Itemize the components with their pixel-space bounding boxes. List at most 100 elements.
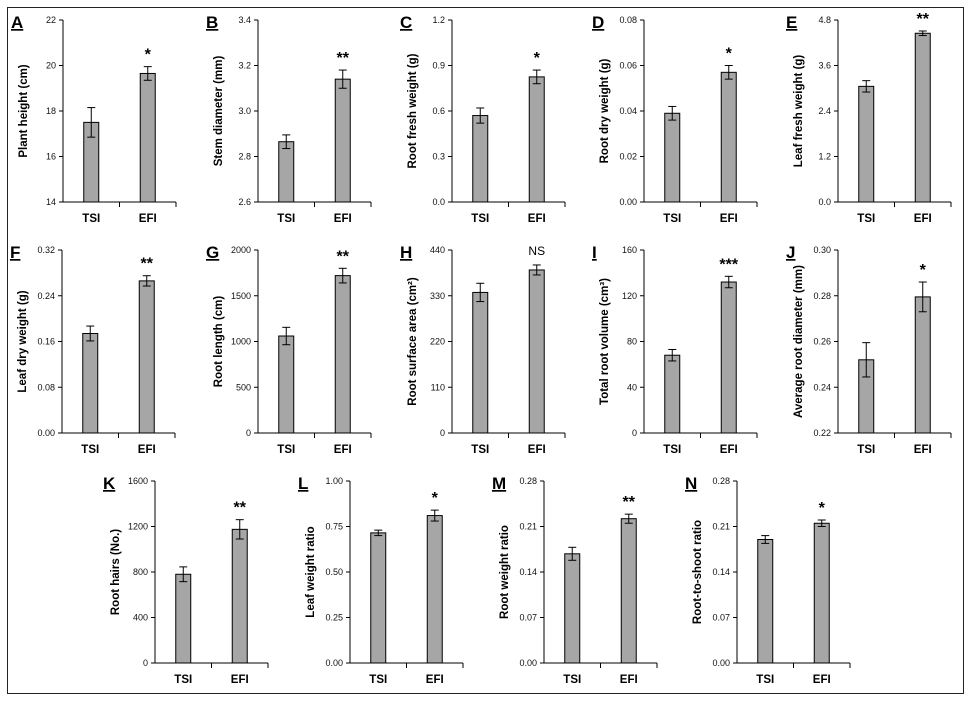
bar-tsi bbox=[175, 573, 192, 664]
y-tick-label: 0.3 bbox=[432, 152, 445, 162]
bar-tsi bbox=[757, 539, 774, 664]
y-axis-label: Root length (cm) bbox=[213, 296, 225, 388]
y-axis-label: Total root volume (cm³) bbox=[599, 278, 611, 405]
y-tick-label: 0.07 bbox=[712, 613, 730, 623]
x-category-label: EFI bbox=[426, 674, 444, 686]
y-tick-label: 1200 bbox=[128, 522, 148, 532]
panel-b: B Stem diameter (mm) 2.6 2.8 3.0 3.2 3.4 TSI EFI… bbox=[206, 13, 372, 225]
bar-tsi bbox=[278, 335, 295, 434]
y-tick-label: 160 bbox=[622, 245, 637, 255]
y-tick-label: 0.08 bbox=[619, 15, 637, 25]
y-tick-label: 1.2 bbox=[432, 15, 445, 25]
panel-letter: E bbox=[786, 13, 797, 32]
y-tick-label: 0.08 bbox=[37, 382, 55, 392]
y-tick-label: 0.06 bbox=[619, 61, 637, 71]
panel-letter: L bbox=[298, 474, 308, 493]
panel-letter: G bbox=[206, 243, 219, 262]
y-tick-label: 0.14 bbox=[712, 567, 730, 577]
panel-d: D Root dry weight (g) 0.00 0.02 0.04 0.06 0.08… bbox=[592, 13, 758, 225]
panel-l: L Leaf weight ratio 0.00 0.25 0.50 0.75 1.00 TS… bbox=[298, 474, 464, 686]
y-tick-label: 0.00 bbox=[712, 658, 730, 668]
y-tick-label: 18 bbox=[46, 106, 56, 116]
x-category-label: TSI bbox=[471, 444, 489, 456]
x-category-label: TSI bbox=[81, 444, 99, 456]
y-tick-label: 500 bbox=[236, 382, 251, 392]
y-tick-label: 0.50 bbox=[325, 567, 343, 577]
significance-marker: ** bbox=[917, 11, 930, 28]
panel-letter: C bbox=[400, 13, 412, 32]
x-category-label: TSI bbox=[82, 213, 100, 225]
y-tick-label: 1.2 bbox=[818, 152, 831, 162]
bar-efi bbox=[720, 281, 737, 434]
x-category-label: TSI bbox=[471, 213, 489, 225]
panel-i: I Total root volume (cm³) 0 40 80 120 160 TSI EF… bbox=[592, 243, 758, 456]
x-category-label: EFI bbox=[138, 444, 156, 456]
y-tick-label: 120 bbox=[622, 291, 637, 301]
y-tick-label: 2.8 bbox=[238, 152, 251, 162]
y-axis-label: Root surface area (cm²) bbox=[407, 277, 419, 406]
y-tick-label: 1500 bbox=[231, 291, 251, 301]
y-tick-label: 16 bbox=[46, 152, 56, 162]
y-tick-label: 0.28 bbox=[712, 476, 730, 486]
y-tick-label: 0.00 bbox=[325, 658, 343, 668]
y-axis-label: Leaf dry weight (g) bbox=[17, 290, 29, 392]
y-tick-label: 0 bbox=[143, 658, 148, 668]
y-tick-label: 800 bbox=[133, 567, 148, 577]
x-category-label: TSI bbox=[663, 444, 681, 456]
y-tick-label: 440 bbox=[430, 245, 445, 255]
y-tick-label: 3.2 bbox=[238, 61, 251, 71]
y-tick-label: 1.00 bbox=[325, 476, 343, 486]
panel-m: M Root weight ratio 0.00 0.07 0.14 0.21 0.28 TS… bbox=[492, 474, 658, 686]
y-axis-label: Root hairs (No.) bbox=[110, 529, 122, 615]
y-tick-label: 0 bbox=[440, 428, 445, 438]
panel-letter: N bbox=[685, 474, 697, 493]
y-axis-label: Leaf fresh weight (g) bbox=[793, 55, 805, 168]
x-category-label: TSI bbox=[663, 213, 681, 225]
x-category-label: EFI bbox=[620, 674, 638, 686]
y-tick-label: 22 bbox=[46, 15, 56, 25]
bar-tsi bbox=[472, 115, 489, 203]
x-category-label: TSI bbox=[857, 444, 875, 456]
x-category-label: TSI bbox=[563, 674, 581, 686]
y-tick-label: 0 bbox=[246, 428, 251, 438]
bar-efi bbox=[139, 72, 156, 203]
x-category-label: EFI bbox=[720, 213, 738, 225]
y-tick-label: 0.75 bbox=[325, 522, 343, 532]
y-tick-label: 0.9 bbox=[432, 61, 445, 71]
y-tick-label: 0.07 bbox=[519, 613, 537, 623]
panel-letter: F bbox=[10, 243, 20, 262]
y-tick-label: 0.24 bbox=[813, 382, 831, 392]
panel-letter: D bbox=[592, 13, 604, 32]
x-category-label: EFI bbox=[528, 213, 546, 225]
bar-efi bbox=[426, 515, 443, 664]
x-category-label: EFI bbox=[231, 674, 249, 686]
significance-marker: * bbox=[920, 262, 927, 279]
y-tick-label: 0.00 bbox=[619, 197, 637, 207]
y-tick-label: 3.0 bbox=[238, 106, 251, 116]
y-tick-label: 0.02 bbox=[619, 152, 637, 162]
bar-efi bbox=[231, 528, 248, 664]
x-category-label: EFI bbox=[528, 444, 546, 456]
y-tick-label: 400 bbox=[133, 613, 148, 623]
x-category-label: EFI bbox=[914, 213, 932, 225]
x-category-label: TSI bbox=[369, 674, 387, 686]
significance-marker: ** bbox=[623, 494, 636, 511]
y-tick-label: 0.30 bbox=[813, 245, 831, 255]
y-tick-label: 0.28 bbox=[519, 476, 537, 486]
y-tick-label: 0.6 bbox=[432, 106, 445, 116]
y-axis-label: Leaf weight ratio bbox=[305, 526, 317, 617]
bar-tsi bbox=[664, 354, 681, 434]
bar-efi bbox=[334, 78, 351, 203]
panel-letter: K bbox=[103, 474, 116, 493]
y-tick-label: 0.24 bbox=[37, 291, 55, 301]
y-tick-label: 2.6 bbox=[238, 197, 251, 207]
y-tick-label: 14 bbox=[46, 197, 56, 207]
panel-letter: M bbox=[492, 474, 506, 493]
figure-frame bbox=[7, 7, 964, 694]
y-tick-label: 2.4 bbox=[818, 106, 831, 116]
bar-tsi bbox=[472, 291, 489, 434]
bar-efi bbox=[528, 269, 545, 434]
y-tick-label: 0 bbox=[632, 428, 637, 438]
y-tick-label: 0.04 bbox=[619, 106, 637, 116]
y-tick-label: 0.0 bbox=[818, 197, 831, 207]
